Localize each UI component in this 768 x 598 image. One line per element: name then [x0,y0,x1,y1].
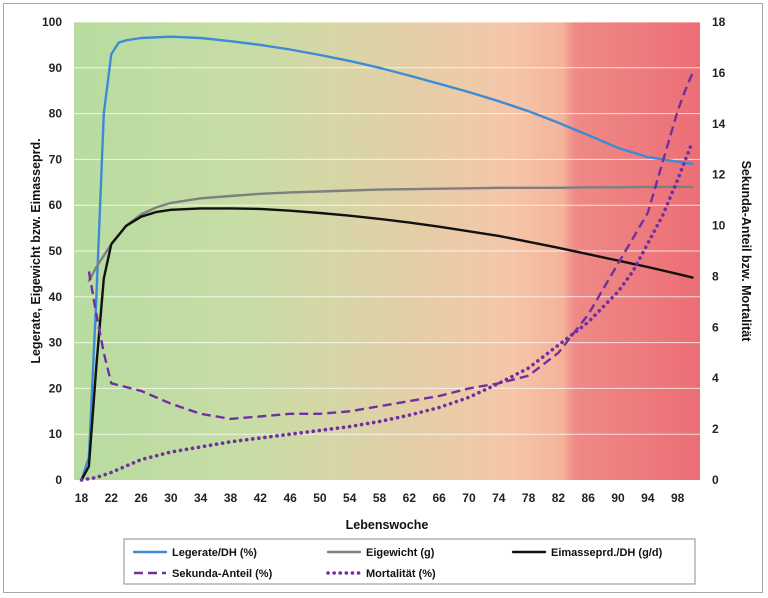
x-tick-label: 82 [552,491,566,505]
y-left-tick-label: 10 [49,427,63,441]
y-axis-left-ticks: 0 10 20 30 40 50 60 70 80 90 100 [42,15,62,487]
y-axis-right-label: Sekunda-Anteil bzw. Mortalität [739,161,753,343]
y-right-tick-label: 4 [712,371,719,385]
y-left-tick-label: 40 [49,290,63,304]
x-tick-label: 54 [343,491,357,505]
x-tick-label: 94 [641,491,655,505]
series-line-mortalit-t [79,139,695,482]
legend-box [123,538,696,585]
x-tick-label: 86 [582,491,596,505]
x-tick-label: 74 [492,491,506,505]
series-line-sekunda-anteil [87,72,694,421]
y-axis-right-ticks: 0 2 4 6 8 10 12 14 16 18 [712,15,726,487]
x-tick-label: 38 [224,491,238,505]
x-axis-ticks: 18 22 26 30 34 38 42 46 50 54 58 62 66 70 74 78 82 86 90 94… [75,491,685,505]
y-left-tick-label: 60 [49,198,63,212]
series-layer [79,35,695,482]
legend-label-mortalit-t: Mortalität (%) [366,568,436,580]
x-tick-label: 78 [522,491,536,505]
y-left-tick-label: 90 [49,61,63,75]
y-left-tick-label: 50 [49,244,63,258]
y-left-tick-label: 70 [49,152,63,166]
x-tick-label: 30 [164,491,178,505]
x-tick-label: 34 [194,491,208,505]
legend-label-legerate-dh: Legerate/DH (%) [172,547,257,559]
x-tick-label: 98 [671,491,685,505]
x-tick-label: 58 [373,491,387,505]
y-right-tick-label: 14 [712,117,726,131]
y-left-tick-label: 100 [42,15,62,29]
x-tick-label: 50 [313,491,327,505]
legend-label-eimasseprd-dh-g-d: Eimasseprd./DH (g/d) [551,547,663,559]
x-tick-label: 70 [462,491,476,505]
y-right-tick-label: 0 [712,473,719,487]
y-right-tick-label: 12 [712,168,726,182]
x-tick-label: 18 [75,491,89,505]
y-left-tick-label: 0 [55,473,62,487]
x-tick-label: 66 [432,491,446,505]
legend: Legerate/DH (%) Eigewicht (g) Eimasseprd./… [132,547,663,580]
y-left-tick-label: 20 [49,381,63,395]
series-line-eimasseprd-dh-g-d [80,207,694,482]
y-axis-left-label: Legerate, Eigewicht bzw. Eimasseprd. [29,138,43,363]
legend-label-eigewicht-g: Eigewicht (g) [366,547,435,559]
x-axis-label: Lebenswoche [346,518,429,532]
series-line-legerate-dh [80,35,694,482]
y-right-tick-label: 10 [712,219,726,233]
x-tick-label: 62 [403,491,417,505]
y-right-tick-label: 2 [712,422,719,436]
series-line-eigewicht-g [87,185,694,282]
gridlines [74,21,700,435]
x-tick-label: 22 [105,491,119,505]
y-right-tick-label: 16 [712,66,726,80]
y-right-tick-label: 8 [712,269,719,283]
y-right-tick-label: 18 [712,15,726,29]
y-right-tick-label: 6 [712,320,719,334]
y-left-tick-label: 80 [49,107,63,121]
y-left-tick-label: 30 [49,336,63,350]
legend-label-sekunda-anteil: Sekunda-Anteil (%) [172,568,273,580]
x-tick-label: 26 [134,491,148,505]
x-tick-label: 46 [283,491,297,505]
x-tick-label: 42 [254,491,268,505]
x-tick-label: 90 [611,491,625,505]
